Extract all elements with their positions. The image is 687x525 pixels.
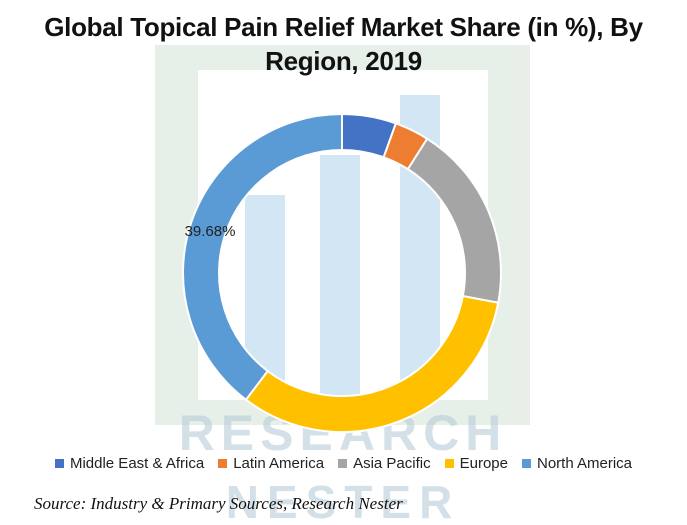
legend-label: North America <box>536 455 633 472</box>
legend-item-europe: Europe <box>444 455 508 472</box>
legend-swatch <box>521 459 531 468</box>
legend-label: Europe <box>459 455 508 472</box>
legend-swatch <box>444 459 454 468</box>
legend-item-north-america: North America <box>521 455 633 472</box>
chart-title: Global Topical Pain Relief Market Share … <box>44 12 643 76</box>
legend-label: Asia Pacific <box>353 455 431 472</box>
chart-legend: Middle East & Africa Latin America Asia Pa… <box>0 455 687 472</box>
watermark-line2: NESTER <box>226 476 461 525</box>
legend-item-middle-east-africa: Middle East & Africa <box>54 455 205 472</box>
legend-swatch <box>54 459 64 468</box>
legend-label: Middle East & Africa <box>69 455 205 472</box>
legend-label: Latin America <box>233 455 325 472</box>
slice-europe <box>244 294 500 433</box>
source-note: Source: Industry & Primary Sources, Rese… <box>34 494 403 513</box>
legend-swatch <box>338 459 348 468</box>
slice-north-america <box>182 112 343 402</box>
legend-item-asia-pacific: Asia Pacific <box>338 455 431 472</box>
legend-swatch <box>218 459 228 468</box>
slice-asia-pacific <box>406 137 502 304</box>
legend-item-latin-america: Latin America <box>218 455 324 472</box>
data-label-north-america: 39.68% <box>185 223 236 240</box>
